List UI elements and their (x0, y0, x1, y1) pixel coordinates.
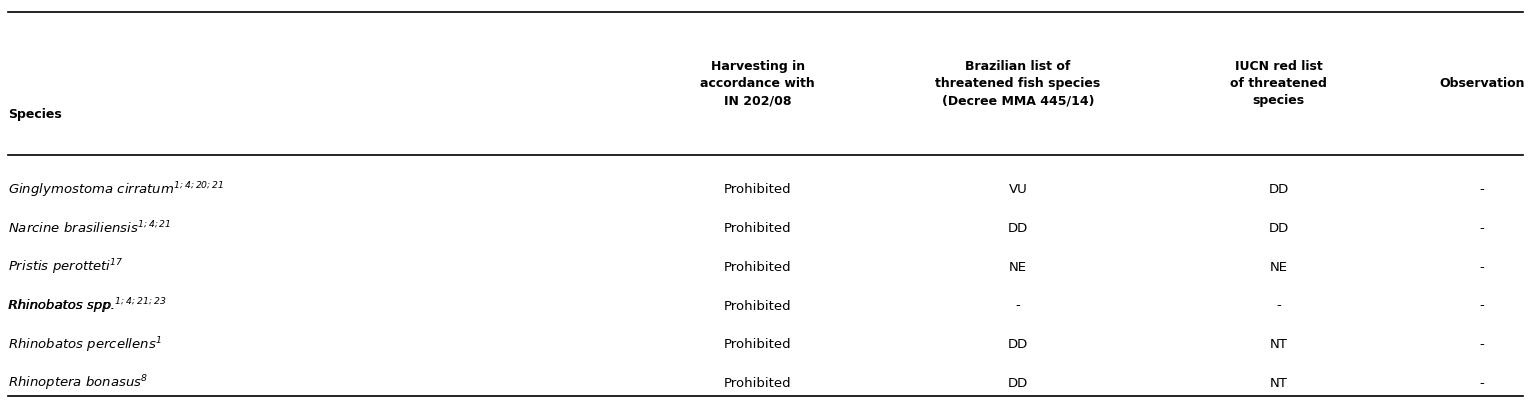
Text: Prohibited: Prohibited (724, 299, 792, 313)
Text: -: - (1479, 183, 1485, 196)
Text: Rhinobatos spp.: Rhinobatos spp. (8, 299, 115, 313)
Text: -: - (1479, 222, 1485, 235)
Text: Prohibited: Prohibited (724, 377, 792, 390)
Text: VU: VU (1009, 183, 1027, 196)
Text: -: - (1479, 299, 1485, 313)
Text: Harvesting in
accordance with
IN 202/08: Harvesting in accordance with IN 202/08 (701, 60, 814, 107)
Text: DD: DD (1007, 377, 1029, 390)
Text: NT: NT (1269, 377, 1288, 390)
Text: -: - (1015, 299, 1021, 313)
Text: NE: NE (1269, 261, 1288, 274)
Text: Rhinoptera bonasus$^{\mathregular{8}}$: Rhinoptera bonasus$^{\mathregular{8}}$ (8, 374, 149, 393)
Text: Rhinobatos percellens$^{\mathregular{1}}$: Rhinobatos percellens$^{\mathregular{1}}… (8, 335, 161, 355)
Text: -: - (1275, 299, 1281, 313)
Text: -: - (1479, 377, 1485, 390)
Text: Prohibited: Prohibited (724, 183, 792, 196)
Text: Pristis perotteti$^{\mathregular{17}}$: Pristis perotteti$^{\mathregular{17}}$ (8, 257, 122, 277)
Text: DD: DD (1268, 183, 1289, 196)
Text: Prohibited: Prohibited (724, 338, 792, 351)
Text: Rhinobatos spp.$^{1;4;21;23}$: Rhinobatos spp.$^{1;4;21;23}$ (8, 296, 165, 316)
Text: -: - (1479, 261, 1485, 274)
Text: Observation: Observation (1439, 77, 1525, 90)
Text: DD: DD (1268, 222, 1289, 235)
Text: Prohibited: Prohibited (724, 261, 792, 274)
Text: Rhinobatos spp.$^{\mathregular{1;4;21;23}}$: Rhinobatos spp.$^{\mathregular{1;4;21;23… (8, 296, 165, 316)
Text: Prohibited: Prohibited (724, 222, 792, 235)
Text: Ginglymostoma cirratum$^{\mathregular{1;4;20;21}}$: Ginglymostoma cirratum$^{\mathregular{1;… (8, 180, 224, 200)
Text: NT: NT (1269, 338, 1288, 351)
Text: Narcine brasiliensis$^{\mathregular{1;4;21}}$: Narcine brasiliensis$^{\mathregular{1;4;… (8, 220, 171, 237)
Text: IUCN red list
of threatened
species: IUCN red list of threatened species (1229, 60, 1327, 107)
Text: DD: DD (1007, 338, 1029, 351)
Text: -: - (1479, 338, 1485, 351)
Text: Brazilian list of
threatened fish species
(Decree MMA 445/14): Brazilian list of threatened fish specie… (935, 60, 1101, 107)
Text: Species: Species (8, 108, 61, 121)
Text: NE: NE (1009, 261, 1027, 274)
Text: DD: DD (1007, 222, 1029, 235)
